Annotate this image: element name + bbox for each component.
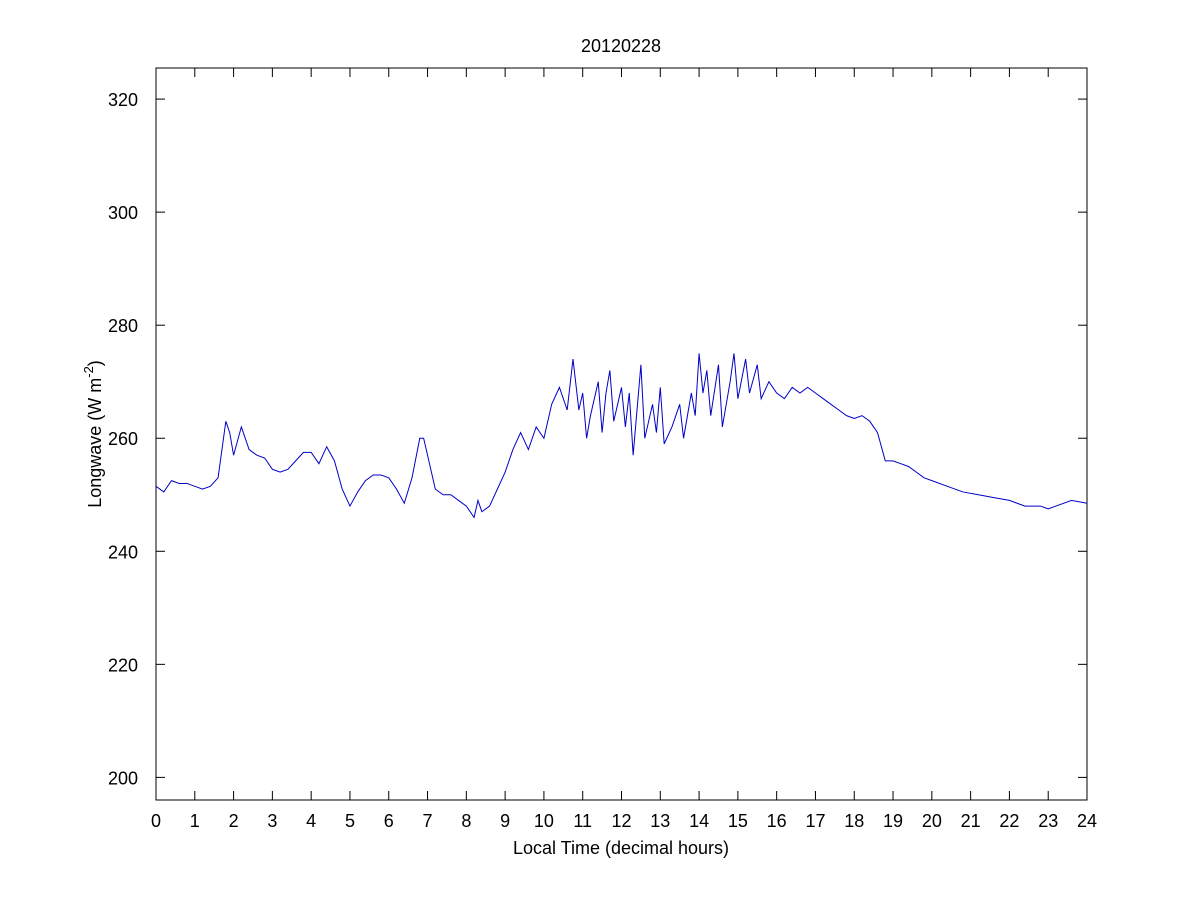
x-tick-label: 13 [650, 811, 670, 831]
x-tick-label: 21 [961, 811, 981, 831]
x-tick-label: 10 [534, 811, 554, 831]
y-axis-label-superscript: -2 [81, 366, 96, 378]
x-tick-label: 4 [306, 811, 316, 831]
plot-frame [155, 67, 1088, 801]
data-line [155, 353, 1088, 519]
y-axis-label-text: Longwave (W m [85, 378, 105, 508]
x-tick-label: 3 [267, 811, 277, 831]
x-tick-label: 7 [423, 811, 433, 831]
x-tick-label: 6 [384, 811, 394, 831]
x-tick-label: 0 [151, 811, 161, 831]
x-axis-label: Local Time (decimal hours) [513, 838, 729, 858]
y-tick-label: 200 [108, 768, 138, 788]
y-tick-label: 260 [108, 429, 138, 449]
x-tick-label: 23 [1038, 811, 1058, 831]
y-tick-label: 280 [108, 316, 138, 336]
x-tick-label: 11 [573, 811, 592, 831]
x-tick-label: 18 [844, 811, 864, 831]
x-tick-label: 12 [611, 811, 631, 831]
x-tick-label: 8 [461, 811, 471, 831]
x-tick-label: 17 [805, 811, 825, 831]
x-tick-label: 9 [500, 811, 510, 831]
x-tick-label: 19 [883, 811, 903, 831]
x-tick-label: 2 [229, 811, 239, 831]
y-tick-label: 320 [108, 90, 138, 110]
x-tick-label: 24 [1077, 811, 1097, 831]
x-tick-label: 5 [345, 811, 355, 831]
y-tick-label: 240 [108, 542, 138, 562]
y-axis-label-tail: ) [85, 360, 105, 366]
x-tick-label: 22 [999, 811, 1019, 831]
y-axis-label: Longwave (W m-2) [81, 360, 105, 508]
chart-title: 20120228 [581, 36, 661, 56]
x-tick-label: 1 [190, 811, 200, 831]
x-tick-label: 20 [922, 811, 942, 831]
x-tick-label: 16 [767, 811, 787, 831]
x-tick-label: 15 [728, 811, 748, 831]
y-tick-label: 220 [108, 655, 138, 675]
x-tick-label: 14 [689, 811, 709, 831]
y-tick-label: 300 [108, 203, 138, 223]
